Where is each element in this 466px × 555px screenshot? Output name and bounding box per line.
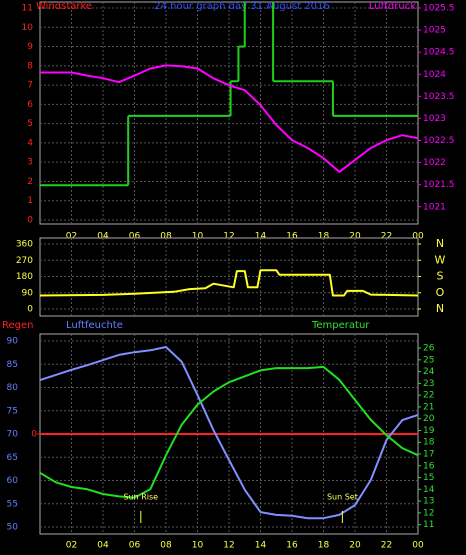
y-tick-label: 90 bbox=[7, 337, 19, 347]
x-tick-label: 12 bbox=[223, 232, 234, 242]
y-tick-label: 19 bbox=[423, 426, 435, 436]
y-tick-label: 0 bbox=[27, 305, 33, 315]
y2-axis-label: Luftdruck bbox=[369, 1, 416, 12]
y-tick-label: 7 bbox=[27, 81, 33, 91]
y2-axis-label: Temperatur bbox=[311, 320, 370, 331]
y-tick-label: 1022.5 bbox=[423, 136, 455, 146]
series-group bbox=[40, 269, 418, 297]
y-tick-label: 70 bbox=[7, 430, 19, 440]
x-tick-label: 20 bbox=[349, 232, 361, 242]
y-tick-label: 1024.5 bbox=[423, 48, 455, 58]
y-tick-label: 23 bbox=[423, 379, 434, 389]
y-tick-label: 90 bbox=[22, 288, 34, 298]
y-tick-label: 60 bbox=[7, 476, 19, 486]
y-tick-label: 9 bbox=[27, 42, 33, 52]
y-tick-label: 2 bbox=[27, 177, 33, 187]
y-tick-label: 5 bbox=[27, 119, 33, 129]
y-tick-label: 1 bbox=[27, 196, 33, 206]
x-tick-label: 20 bbox=[349, 541, 361, 551]
y-tick-label: N bbox=[436, 302, 444, 315]
x-tick-label: 10 bbox=[192, 232, 204, 242]
y-axis-label: Windstärke bbox=[36, 1, 92, 12]
y-axis-label: Luftfeuchte bbox=[66, 320, 123, 331]
x-tick-label: 22 bbox=[381, 541, 392, 551]
y-tick-label: 13 bbox=[423, 497, 434, 507]
series-line bbox=[40, 269, 418, 297]
y-tick-label: 18 bbox=[423, 438, 435, 448]
y-tick-label: 8 bbox=[27, 61, 33, 71]
y-tick-label: 1025 bbox=[423, 26, 446, 36]
y-tick-label: W bbox=[435, 253, 446, 266]
y-tick-label: 1021.5 bbox=[423, 180, 455, 190]
x-tick-label: 10 bbox=[192, 541, 204, 551]
series-line bbox=[40, 64, 418, 173]
y3-axis-label: Regen bbox=[2, 320, 34, 331]
y-tick-label: 15 bbox=[423, 473, 434, 483]
x-tick-label: 14 bbox=[255, 232, 267, 242]
annotation-label: Sun Rise bbox=[123, 493, 158, 502]
x-tick-label: 14 bbox=[255, 541, 267, 551]
x-tick-label: 00 bbox=[412, 232, 424, 242]
series-group bbox=[40, 346, 418, 520]
y-tick-label: 65 bbox=[7, 453, 18, 463]
y-tick-label: S bbox=[437, 270, 444, 283]
y-tick-label: 14 bbox=[423, 485, 435, 495]
y-tick-label: 20 bbox=[423, 414, 435, 424]
x-tick-label: 22 bbox=[381, 232, 392, 242]
x-tick-label: 04 bbox=[97, 541, 109, 551]
y-tick-label: 0 bbox=[31, 430, 37, 440]
y-tick-label: 10 bbox=[22, 23, 34, 33]
y-tick-label: 0 bbox=[27, 216, 33, 226]
x-tick-label: 16 bbox=[286, 541, 298, 551]
y-tick-label: 75 bbox=[7, 406, 18, 416]
x-tick-label: 12 bbox=[223, 541, 234, 551]
y-tick-label: 50 bbox=[7, 523, 19, 533]
x-tick-label: 00 bbox=[412, 541, 424, 551]
x-tick-label: 08 bbox=[160, 541, 172, 551]
y-tick-label: 80 bbox=[7, 383, 19, 393]
y-tick-label: 1021 bbox=[423, 202, 446, 212]
y-tick-label: O bbox=[436, 286, 445, 299]
y-tick-label: 85 bbox=[7, 360, 18, 370]
y-tick-label: 26 bbox=[423, 344, 435, 354]
y-tick-label: 21 bbox=[423, 402, 434, 412]
y-tick-label: 24 bbox=[423, 367, 435, 377]
y-tick-label: 17 bbox=[423, 450, 434, 460]
y-tick-label: 25 bbox=[423, 355, 434, 365]
y-tick-label: 1025.5 bbox=[423, 4, 455, 14]
y-tick-label: 4 bbox=[27, 138, 33, 148]
y-tick-label: 1022 bbox=[423, 158, 446, 168]
series-line bbox=[40, 346, 418, 520]
x-tick-label: 06 bbox=[129, 232, 141, 242]
y-tick-label: 180 bbox=[16, 272, 33, 282]
y-tick-label: 1024 bbox=[423, 70, 446, 80]
y-tick-label: 3 bbox=[27, 158, 33, 168]
x-tick-label: 02 bbox=[66, 541, 77, 551]
chart-title: 24 hour graph day 31 August 2016 bbox=[154, 1, 330, 12]
y-tick-label: N bbox=[436, 237, 444, 250]
y-tick-label: 11 bbox=[22, 4, 33, 14]
y-tick-label: 1023.5 bbox=[423, 92, 455, 102]
x-tick-label: 04 bbox=[97, 232, 109, 242]
y-tick-label: 16 bbox=[423, 461, 435, 471]
series-line bbox=[40, 365, 418, 499]
y-tick-label: 12 bbox=[423, 508, 434, 518]
x-tick-label: 18 bbox=[318, 232, 330, 242]
x-tick-label: 16 bbox=[286, 232, 298, 242]
y-tick-label: 11 bbox=[423, 520, 434, 530]
x-tick-label: 02 bbox=[66, 232, 77, 242]
x-tick-label: 06 bbox=[129, 541, 141, 551]
annotation-label: Sun Set bbox=[327, 493, 358, 502]
y-tick-label: 270 bbox=[16, 256, 33, 266]
x-tick-label: 18 bbox=[318, 541, 330, 551]
y-tick-label: 22 bbox=[423, 391, 434, 401]
series-group bbox=[40, 2, 418, 187]
y-tick-label: 360 bbox=[16, 240, 33, 250]
x-tick-label: 08 bbox=[160, 232, 172, 242]
y-tick-label: 6 bbox=[27, 100, 33, 110]
y-tick-label: 55 bbox=[7, 499, 18, 509]
y-tick-label: 1023 bbox=[423, 114, 446, 124]
